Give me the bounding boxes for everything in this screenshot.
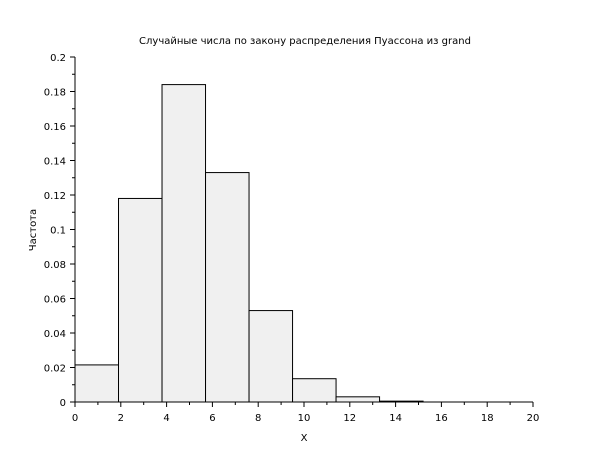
histogram-bar (161, 84, 207, 403)
y-tick-label: 0.06 (44, 295, 66, 306)
x-tick-label: 14 (389, 413, 402, 424)
x-tick-label: 18 (481, 413, 494, 424)
x-tick-label: 0 (72, 413, 78, 424)
x-tick-label: 2 (118, 413, 124, 424)
histogram-bar (248, 310, 294, 403)
histogram-bar (118, 197, 163, 403)
y-tick-label: 0.2 (50, 53, 66, 64)
x-tick-label: 16 (435, 413, 448, 424)
y-tick-label: 0.18 (44, 88, 66, 99)
histogram-bar (205, 172, 250, 403)
x-tick-label: 10 (298, 413, 311, 424)
y-tick-label: 0.12 (44, 191, 66, 202)
x-tick-label: 8 (255, 413, 261, 424)
x-tick-label: 12 (343, 413, 356, 424)
x-tick-label: 20 (527, 413, 540, 424)
y-tick-label: 0.14 (44, 157, 66, 168)
histogram-bar (335, 396, 381, 403)
y-axis-label: Частота (28, 209, 39, 251)
y-tick-label: 0 (60, 398, 66, 409)
histogram-bar (74, 364, 120, 403)
y-tick-label: 0.16 (44, 122, 66, 133)
chart-title: Случайные числа по закону распределения … (139, 36, 471, 47)
y-tick-label: 0.08 (44, 260, 66, 271)
x-axis-label: X (301, 433, 308, 444)
axes-group: 0 2 4 6 8 10 12 14 16 18 20 0 0.02 0.04 0.06 0.08 0.1 0.1… (44, 53, 540, 424)
bars-group (74, 84, 424, 403)
x-tick-label: 4 (163, 413, 169, 424)
y-tick-label: 0.04 (44, 329, 66, 340)
y-tick-label: 0.1 (50, 226, 66, 237)
x-tick-label: 6 (209, 413, 215, 424)
histogram-bar (292, 378, 337, 403)
y-tick-label: 0.02 (44, 364, 66, 375)
